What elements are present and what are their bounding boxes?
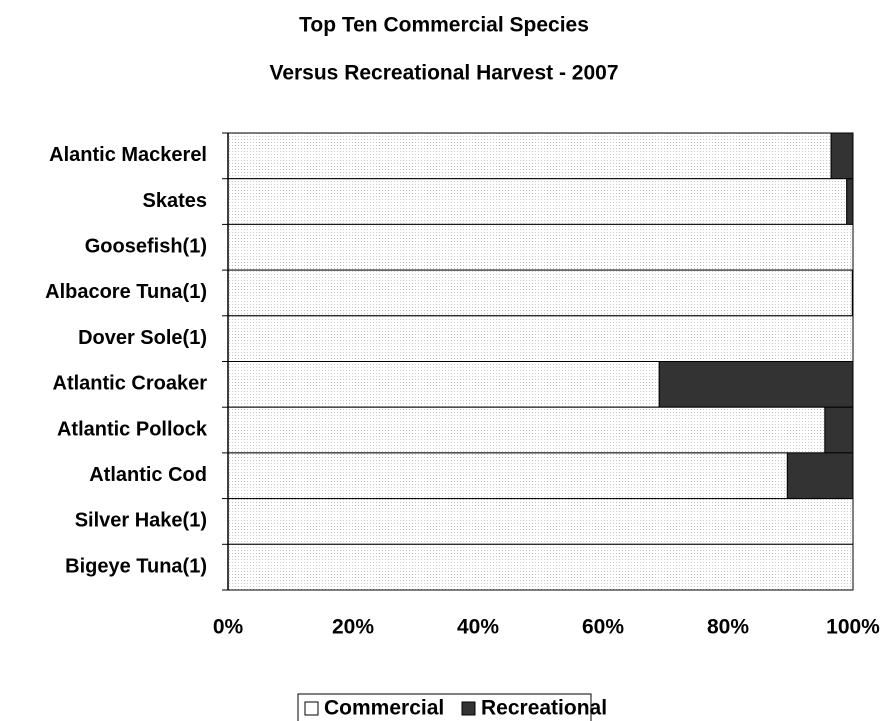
legend-swatch-recreational — [461, 701, 476, 716]
bar-commercial — [227, 178, 848, 225]
legend-label-commercial: Commercial — [324, 697, 444, 720]
bar-recreational — [824, 406, 854, 454]
bar-commercial — [227, 406, 826, 454]
bar-recreational — [846, 178, 854, 225]
category-label: Silver Hake(1) — [75, 510, 207, 532]
category-label: Alantic Mackerel — [49, 144, 207, 166]
chart-subtitle: Versus Recreational Harvest - 2007 — [269, 62, 618, 85]
x-tick-label: 80% — [707, 616, 749, 639]
bar-commercial — [227, 269, 853, 317]
x-tick-label: 100% — [826, 616, 880, 639]
x-tick-label: 60% — [582, 616, 624, 639]
category-label: Atlantic Croaker — [53, 373, 208, 395]
category-label: Goosefish(1) — [85, 236, 207, 258]
bar-recreational — [658, 361, 854, 408]
x-tick-label: 40% — [457, 616, 499, 639]
bar-recreational — [830, 132, 854, 180]
x-tick-label: 20% — [332, 616, 374, 639]
category-label: Albacore Tuna(1) — [45, 281, 207, 303]
category-label: Atlantic Pollock — [57, 418, 208, 440]
bar-recreational — [786, 452, 854, 500]
legend-box — [297, 693, 592, 721]
legend-label-recreational: Recreational — [481, 697, 607, 720]
legend: Commercial Recreational — [297, 693, 607, 721]
category-label: Dover Sole(1) — [78, 327, 207, 349]
bar-commercial — [227, 361, 660, 408]
bar-commercial — [227, 223, 854, 271]
category-label: Atlantic Cod — [89, 464, 207, 486]
legend-swatch-commercial — [304, 701, 319, 716]
bar-commercial — [227, 315, 854, 362]
category-label: Bigeye Tuna(1) — [65, 555, 207, 577]
bar-commercial — [227, 498, 854, 545]
bar-commercial — [227, 132, 832, 180]
chart-title: Top Ten Commercial Species — [299, 14, 589, 37]
bar-commercial — [227, 543, 854, 591]
category-label: Skates — [143, 190, 208, 212]
x-tick-label: 0% — [213, 616, 244, 639]
bar-commercial — [227, 452, 788, 500]
bar-recreational — [851, 269, 854, 317]
